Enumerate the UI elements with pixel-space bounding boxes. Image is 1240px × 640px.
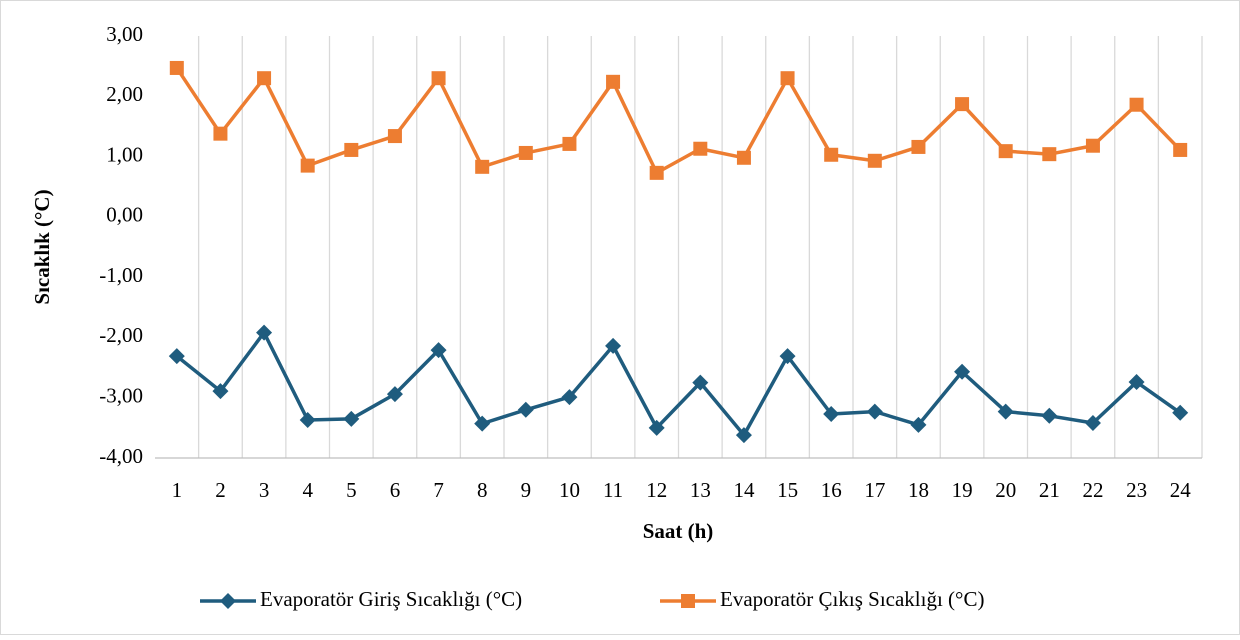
y-tick-label: -3,00 <box>99 384 143 408</box>
legend-label: Evaporatör Çıkış Sıcaklığı (°C) <box>720 587 984 611</box>
x-tick-label: 19 <box>952 478 973 502</box>
data-point <box>867 153 882 168</box>
data-point <box>1128 374 1145 391</box>
data-point <box>344 142 359 157</box>
data-point <box>518 145 533 160</box>
data-point <box>648 419 665 436</box>
y-tick-label: 3,00 <box>106 22 143 46</box>
series-line <box>175 66 1182 175</box>
x-tick-label: 14 <box>733 478 755 502</box>
x-tick-label: 22 <box>1082 478 1103 502</box>
x-tick-label: 21 <box>1039 478 1060 502</box>
data-point <box>168 348 185 365</box>
x-tick-label: 15 <box>777 478 798 502</box>
data-point <box>606 74 621 89</box>
data-point <box>1173 142 1188 157</box>
data-point <box>343 410 360 427</box>
y-tick-label: -4,00 <box>99 444 143 468</box>
data-point <box>169 60 184 75</box>
data-point <box>954 363 971 380</box>
x-tick-label: 8 <box>477 478 488 502</box>
data-point <box>692 374 709 391</box>
x-tick-label: 23 <box>1126 478 1147 502</box>
data-point <box>955 97 970 112</box>
x-tick-label: 18 <box>908 478 929 502</box>
data-point <box>475 159 490 174</box>
x-tick-label: 6 <box>390 478 401 502</box>
x-tick-label: 12 <box>646 478 667 502</box>
y-tick-label: 2,00 <box>106 82 143 106</box>
data-point <box>387 129 402 144</box>
x-tick-label: 1 <box>172 478 183 502</box>
data-point <box>910 416 927 433</box>
x-tick-label: 10 <box>559 478 580 502</box>
data-point <box>736 150 751 165</box>
data-point <box>649 165 664 180</box>
data-point <box>1129 97 1144 112</box>
x-tick-label: 13 <box>690 478 711 502</box>
x-tick-label: 2 <box>215 478 226 502</box>
data-point <box>386 386 403 403</box>
x-tick-label: 17 <box>864 478 885 502</box>
data-point <box>517 401 534 418</box>
data-point <box>1084 415 1101 432</box>
x-tick-label: 11 <box>603 478 623 502</box>
data-point <box>213 126 228 141</box>
x-tick-label: 3 <box>259 478 270 502</box>
data-point <box>1041 407 1058 424</box>
x-tick-label: 16 <box>821 478 842 502</box>
data-point <box>256 324 273 341</box>
data-point <box>474 415 491 432</box>
data-point <box>735 427 752 444</box>
data-point <box>779 348 796 365</box>
y-tick-label: -2,00 <box>99 323 143 347</box>
data-point <box>1042 147 1057 162</box>
x-tick-label: 5 <box>346 478 357 502</box>
y-axis-label: Sıcaklık (°C) <box>30 189 54 304</box>
data-point <box>1172 404 1189 421</box>
y-tick-label: -1,00 <box>99 263 143 287</box>
y-tick-label: 0,00 <box>106 203 143 227</box>
data-point <box>1085 138 1100 153</box>
y-tick-label: 1,00 <box>106 142 143 166</box>
data-point <box>693 141 708 156</box>
data-point <box>824 147 839 162</box>
x-tick-label: 9 <box>521 478 532 502</box>
legend-marker <box>681 594 695 608</box>
data-point <box>605 337 622 354</box>
x-tick-label: 4 <box>302 478 313 502</box>
data-point <box>431 71 446 86</box>
legend-label: Evaporatör Giriş Sıcaklığı (°C) <box>260 587 522 611</box>
data-point <box>997 403 1014 420</box>
x-tick-label: 20 <box>995 478 1016 502</box>
data-point <box>780 71 795 86</box>
data-point <box>300 158 315 173</box>
x-tick-label: 24 <box>1170 478 1192 502</box>
data-point <box>562 136 577 151</box>
legend-marker <box>220 593 236 609</box>
data-point <box>299 412 316 429</box>
x-axis-label: Saat (h) <box>643 519 714 543</box>
data-point <box>561 389 578 406</box>
data-point <box>866 403 883 420</box>
x-tick-label: 7 <box>433 478 444 502</box>
data-point <box>212 383 229 400</box>
data-point <box>257 71 272 86</box>
data-point <box>911 139 926 154</box>
data-point <box>823 405 840 422</box>
data-point <box>430 342 447 359</box>
data-point <box>998 144 1013 159</box>
